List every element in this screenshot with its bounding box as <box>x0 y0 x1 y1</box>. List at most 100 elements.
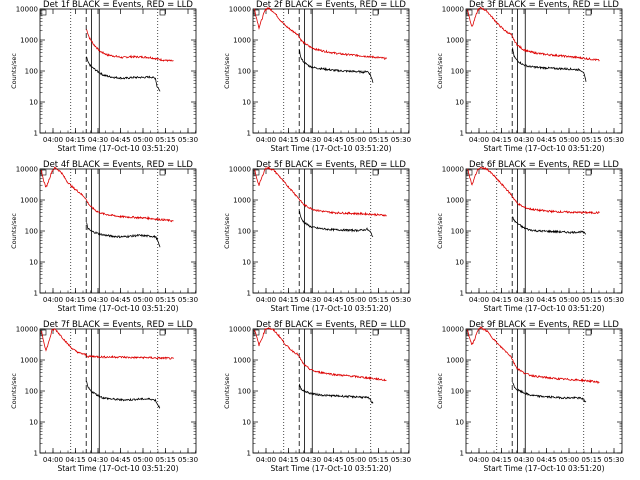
x-axis-label: Start Time (17-Oct-10 03:51:20) <box>270 304 391 313</box>
x-tick-label: 04:15 <box>65 456 85 464</box>
y-tick-label: 100 <box>238 68 251 76</box>
chart-panel-3: Det 3f BLACK = Events, RED = LLD 1 10 100 10… <box>436 0 624 153</box>
x-axis-label: Start Time (17-Oct-10 03:51:20) <box>57 464 178 473</box>
corner-marker-right <box>372 9 379 16</box>
x-tick-label: 04:00 <box>256 296 276 304</box>
corner-marker-right <box>159 169 166 176</box>
series-line-events-black <box>86 56 161 92</box>
x-tick-label: 04:15 <box>491 136 511 144</box>
y-tick-label: 1000 <box>20 197 38 205</box>
corner-marker-right <box>585 329 592 336</box>
y-tick-label: 100 <box>451 388 464 396</box>
plot-frame <box>39 328 197 454</box>
x-tick-label: 04:30 <box>88 296 108 304</box>
series-line-events-black <box>86 222 161 248</box>
corner-marker-left <box>40 9 47 16</box>
x-axis-label: Start Time (17-Oct-10 03:51:20) <box>57 304 178 313</box>
y-tick-label: 10 <box>455 259 464 267</box>
x-tick-label: 05:30 <box>604 456 624 464</box>
y-tick-label: 10 <box>29 259 38 267</box>
x-tick-label: 05:15 <box>155 136 175 144</box>
y-tick-label: 10 <box>29 419 38 427</box>
y-axis-label: Counts/sec <box>223 373 231 409</box>
y-tick-label: 1000 <box>446 357 464 365</box>
series-line-lld-red <box>254 166 387 217</box>
plot-frame <box>252 8 410 134</box>
x-tick-label: 04:30 <box>88 136 108 144</box>
corner-marker-left <box>466 329 473 336</box>
y-axis-label: Counts/sec <box>436 213 444 249</box>
x-tick-label: 05:15 <box>368 136 388 144</box>
series-line-lld-red <box>254 6 387 60</box>
corner-marker-left <box>253 169 260 176</box>
x-tick-label: 05:15 <box>155 296 175 304</box>
x-tick-label: 04:45 <box>536 136 556 144</box>
x-tick-label: 04:15 <box>65 296 85 304</box>
series-line-events-black <box>512 216 586 235</box>
y-tick-label: 1000 <box>20 357 38 365</box>
x-tick-label: 05:15 <box>581 296 601 304</box>
x-tick-label: 04:30 <box>514 296 534 304</box>
x-axis-label: Start Time (17-Oct-10 03:51:20) <box>57 144 178 153</box>
chart-panel-7: Det 7f BLACK = Events, RED = LLD 1 10 100 10… <box>10 320 198 473</box>
y-tick-label: 1000 <box>20 37 38 45</box>
plot-frame <box>39 168 197 294</box>
y-tick-label: 10000 <box>442 166 464 174</box>
chart-panel-6: Det 6f BLACK = Events, RED = LLD 1 10 100 10… <box>436 160 624 313</box>
x-tick-label: 04:15 <box>491 456 511 464</box>
plot-frame <box>465 328 623 454</box>
x-tick-label: 04:30 <box>514 136 534 144</box>
x-tick-label: 04:00 <box>469 136 489 144</box>
y-tick-label: 100 <box>25 388 38 396</box>
x-tick-label: 05:15 <box>155 456 175 464</box>
x-tick-label: 05:00 <box>133 136 153 144</box>
y-tick-label: 100 <box>238 228 251 236</box>
x-tick-label: 04:30 <box>514 456 534 464</box>
chart-panel-8: Det 8f BLACK = Events, RED = LLD 1 10 100 10… <box>223 320 411 473</box>
plot-frame <box>252 328 410 454</box>
series-line-events-black <box>512 47 587 82</box>
x-tick-label: 04:30 <box>301 296 321 304</box>
y-tick-label: 100 <box>238 388 251 396</box>
chart-title: Det 2f BLACK = Events, RED = LLD <box>256 0 406 10</box>
chart-panel-9: Det 9f BLACK = Events, RED = LLD 1 10 100 10… <box>436 320 624 473</box>
x-tick-label: 05:15 <box>368 456 388 464</box>
series-line-lld-red <box>86 29 174 62</box>
x-tick-label: 05:30 <box>391 456 411 464</box>
y-tick-label: 1 <box>247 450 251 458</box>
x-tick-label: 04:45 <box>323 136 343 144</box>
chart-title: Det 3f BLACK = Events, RED = LLD <box>469 0 619 10</box>
y-tick-label: 1 <box>460 450 464 458</box>
corner-marker-right <box>372 329 379 336</box>
x-tick-label: 05:30 <box>178 296 198 304</box>
y-tick-label: 1 <box>34 290 38 298</box>
series-line-lld-red <box>41 166 174 223</box>
y-tick-label: 10000 <box>442 6 464 14</box>
y-tick-label: 10 <box>242 419 251 427</box>
x-tick-label: 04:15 <box>491 296 511 304</box>
series-line-events-black <box>299 210 374 238</box>
y-tick-label: 10 <box>455 99 464 107</box>
y-axis-label: Counts/sec <box>223 213 231 249</box>
y-tick-label: 10 <box>242 99 251 107</box>
x-tick-label: 05:00 <box>133 456 153 464</box>
x-tick-label: 05:00 <box>346 136 366 144</box>
x-tick-label: 04:45 <box>110 136 130 144</box>
chart-title: Det 5f BLACK = Events, RED = LLD <box>256 160 406 170</box>
y-tick-label: 100 <box>25 228 38 236</box>
x-tick-label: 05:30 <box>178 136 198 144</box>
series-line-events-black <box>86 381 161 409</box>
x-tick-label: 05:15 <box>581 136 601 144</box>
chart-title: Det 9f BLACK = Events, RED = LLD <box>469 320 619 330</box>
x-tick-label: 04:00 <box>43 456 63 464</box>
y-tick-label: 10000 <box>229 166 251 174</box>
x-tick-label: 05:30 <box>178 456 198 464</box>
x-tick-label: 04:45 <box>323 456 343 464</box>
y-tick-label: 100 <box>451 228 464 236</box>
y-tick-label: 10000 <box>442 326 464 334</box>
series-line-events-black <box>299 383 374 404</box>
y-tick-label: 1 <box>247 130 251 138</box>
y-tick-label: 100 <box>25 68 38 76</box>
y-tick-label: 10000 <box>229 326 251 334</box>
